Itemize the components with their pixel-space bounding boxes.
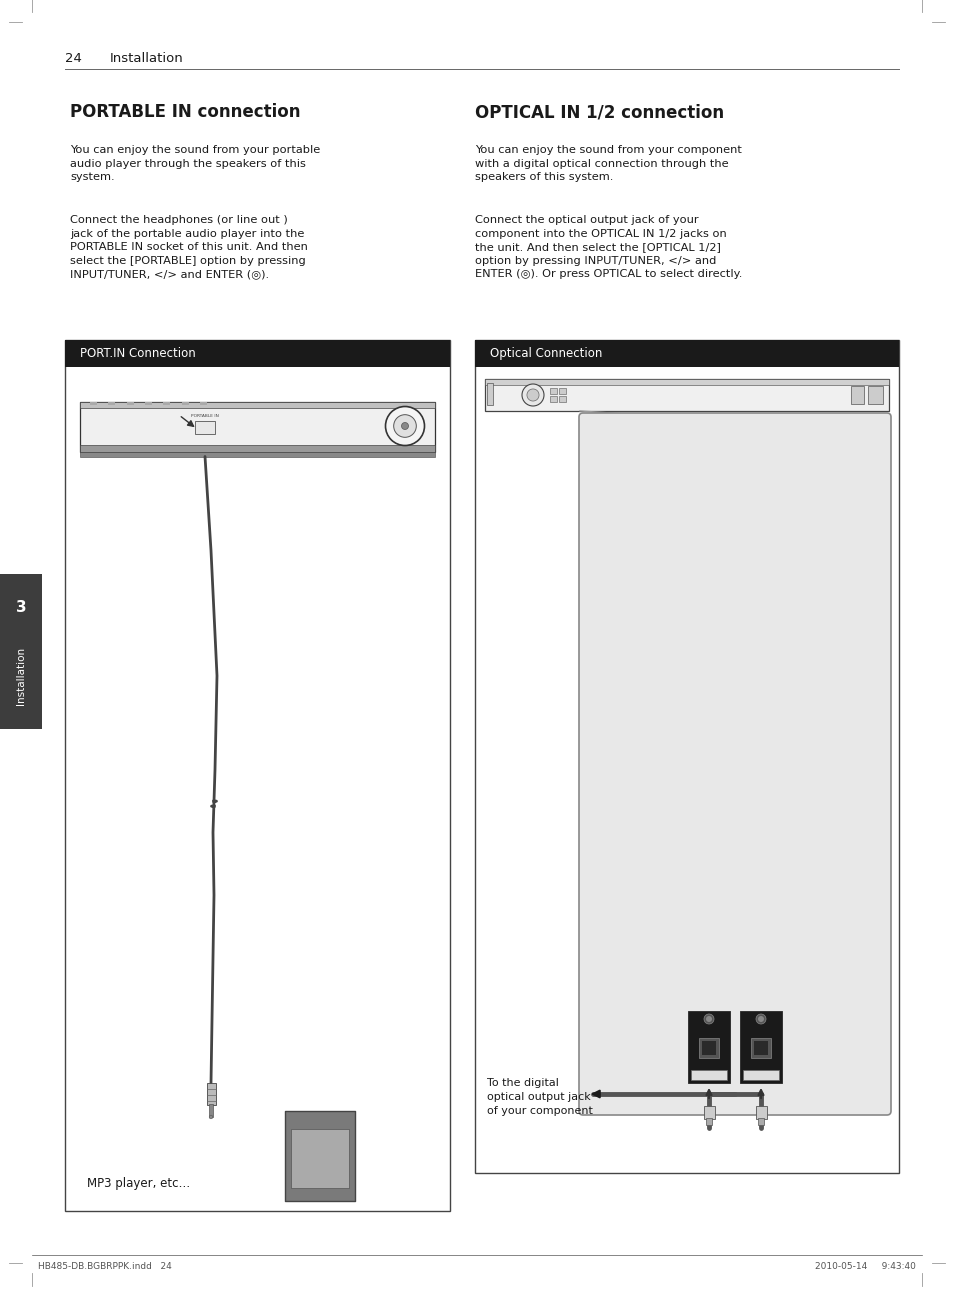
Bar — [181, 402, 189, 405]
Bar — [701, 1041, 716, 1055]
Text: Optical Connection: Optical Connection — [490, 347, 601, 360]
Bar — [80, 445, 435, 451]
Bar — [145, 402, 152, 405]
Circle shape — [526, 389, 538, 401]
Text: PORT.IN Connection: PORT.IN Connection — [80, 347, 195, 360]
Bar — [740, 1011, 781, 1082]
Bar — [80, 402, 435, 409]
Bar — [209, 1105, 213, 1118]
Bar — [0, 574, 42, 729]
Text: MP3 player, etc…: MP3 player, etc… — [87, 1177, 190, 1190]
Bar — [699, 1038, 719, 1058]
Bar — [690, 1069, 726, 1080]
Bar — [475, 340, 898, 1174]
Bar — [65, 340, 450, 367]
Bar — [558, 388, 565, 394]
Text: PORTABLE IN connection: PORTABLE IN connection — [70, 103, 300, 121]
Bar — [80, 451, 435, 457]
Bar — [90, 402, 97, 405]
Text: PORTABLE IN: PORTABLE IN — [191, 414, 218, 418]
Circle shape — [703, 1013, 713, 1024]
Bar — [705, 1118, 711, 1125]
Circle shape — [755, 1013, 765, 1024]
Bar — [127, 402, 133, 405]
Text: You can enjoy the sound from your portable
audio player through the speakers of : You can enjoy the sound from your portab… — [70, 144, 320, 182]
Text: 2010-05-14     9:43:40: 2010-05-14 9:43:40 — [814, 1262, 915, 1271]
Bar — [742, 1069, 779, 1080]
Bar — [486, 382, 493, 405]
Circle shape — [705, 1016, 711, 1023]
Circle shape — [758, 1016, 763, 1023]
Bar — [475, 340, 898, 367]
Bar — [702, 1106, 714, 1119]
Text: You can enjoy the sound from your component
with a digital optical connection th: You can enjoy the sound from your compon… — [475, 144, 741, 182]
Circle shape — [401, 423, 408, 429]
Bar — [484, 379, 888, 411]
Bar — [200, 402, 207, 405]
Circle shape — [394, 415, 416, 437]
Bar — [550, 388, 557, 394]
Bar — [850, 386, 863, 405]
Bar — [558, 396, 565, 402]
Bar — [484, 379, 888, 385]
Text: To the digital
optical output jack
of your component: To the digital optical output jack of yo… — [486, 1079, 592, 1116]
Bar — [750, 1038, 770, 1058]
Bar — [163, 402, 171, 405]
Text: OPTICAL IN 1/2 connection: OPTICAL IN 1/2 connection — [475, 103, 723, 121]
FancyBboxPatch shape — [578, 412, 890, 1115]
Circle shape — [385, 406, 424, 445]
Bar — [207, 1082, 215, 1105]
Text: Connect the optical output jack of your
component into the OPTICAL IN 1/2 jacks : Connect the optical output jack of your … — [475, 215, 741, 280]
Bar — [753, 1041, 767, 1055]
Text: 3: 3 — [15, 600, 27, 615]
Bar — [687, 1011, 729, 1082]
Bar — [867, 386, 882, 405]
Text: Installation: Installation — [16, 647, 26, 705]
Bar — [291, 1129, 349, 1188]
Bar — [109, 402, 115, 405]
Bar — [550, 396, 557, 402]
Text: Connect the headphones (or line out )
jack of the portable audio player into the: Connect the headphones (or line out ) ja… — [70, 215, 308, 280]
Text: HB485-DB.BGBRPPK.indd   24: HB485-DB.BGBRPPK.indd 24 — [38, 1262, 172, 1271]
Bar — [80, 402, 435, 451]
Circle shape — [521, 384, 543, 406]
Bar — [285, 1111, 355, 1201]
Bar — [758, 1118, 763, 1125]
Circle shape — [209, 1115, 213, 1119]
Bar — [194, 420, 214, 433]
Text: Installation: Installation — [110, 52, 184, 65]
Bar — [65, 340, 450, 1211]
Text: 24: 24 — [65, 52, 82, 65]
Bar — [755, 1106, 765, 1119]
